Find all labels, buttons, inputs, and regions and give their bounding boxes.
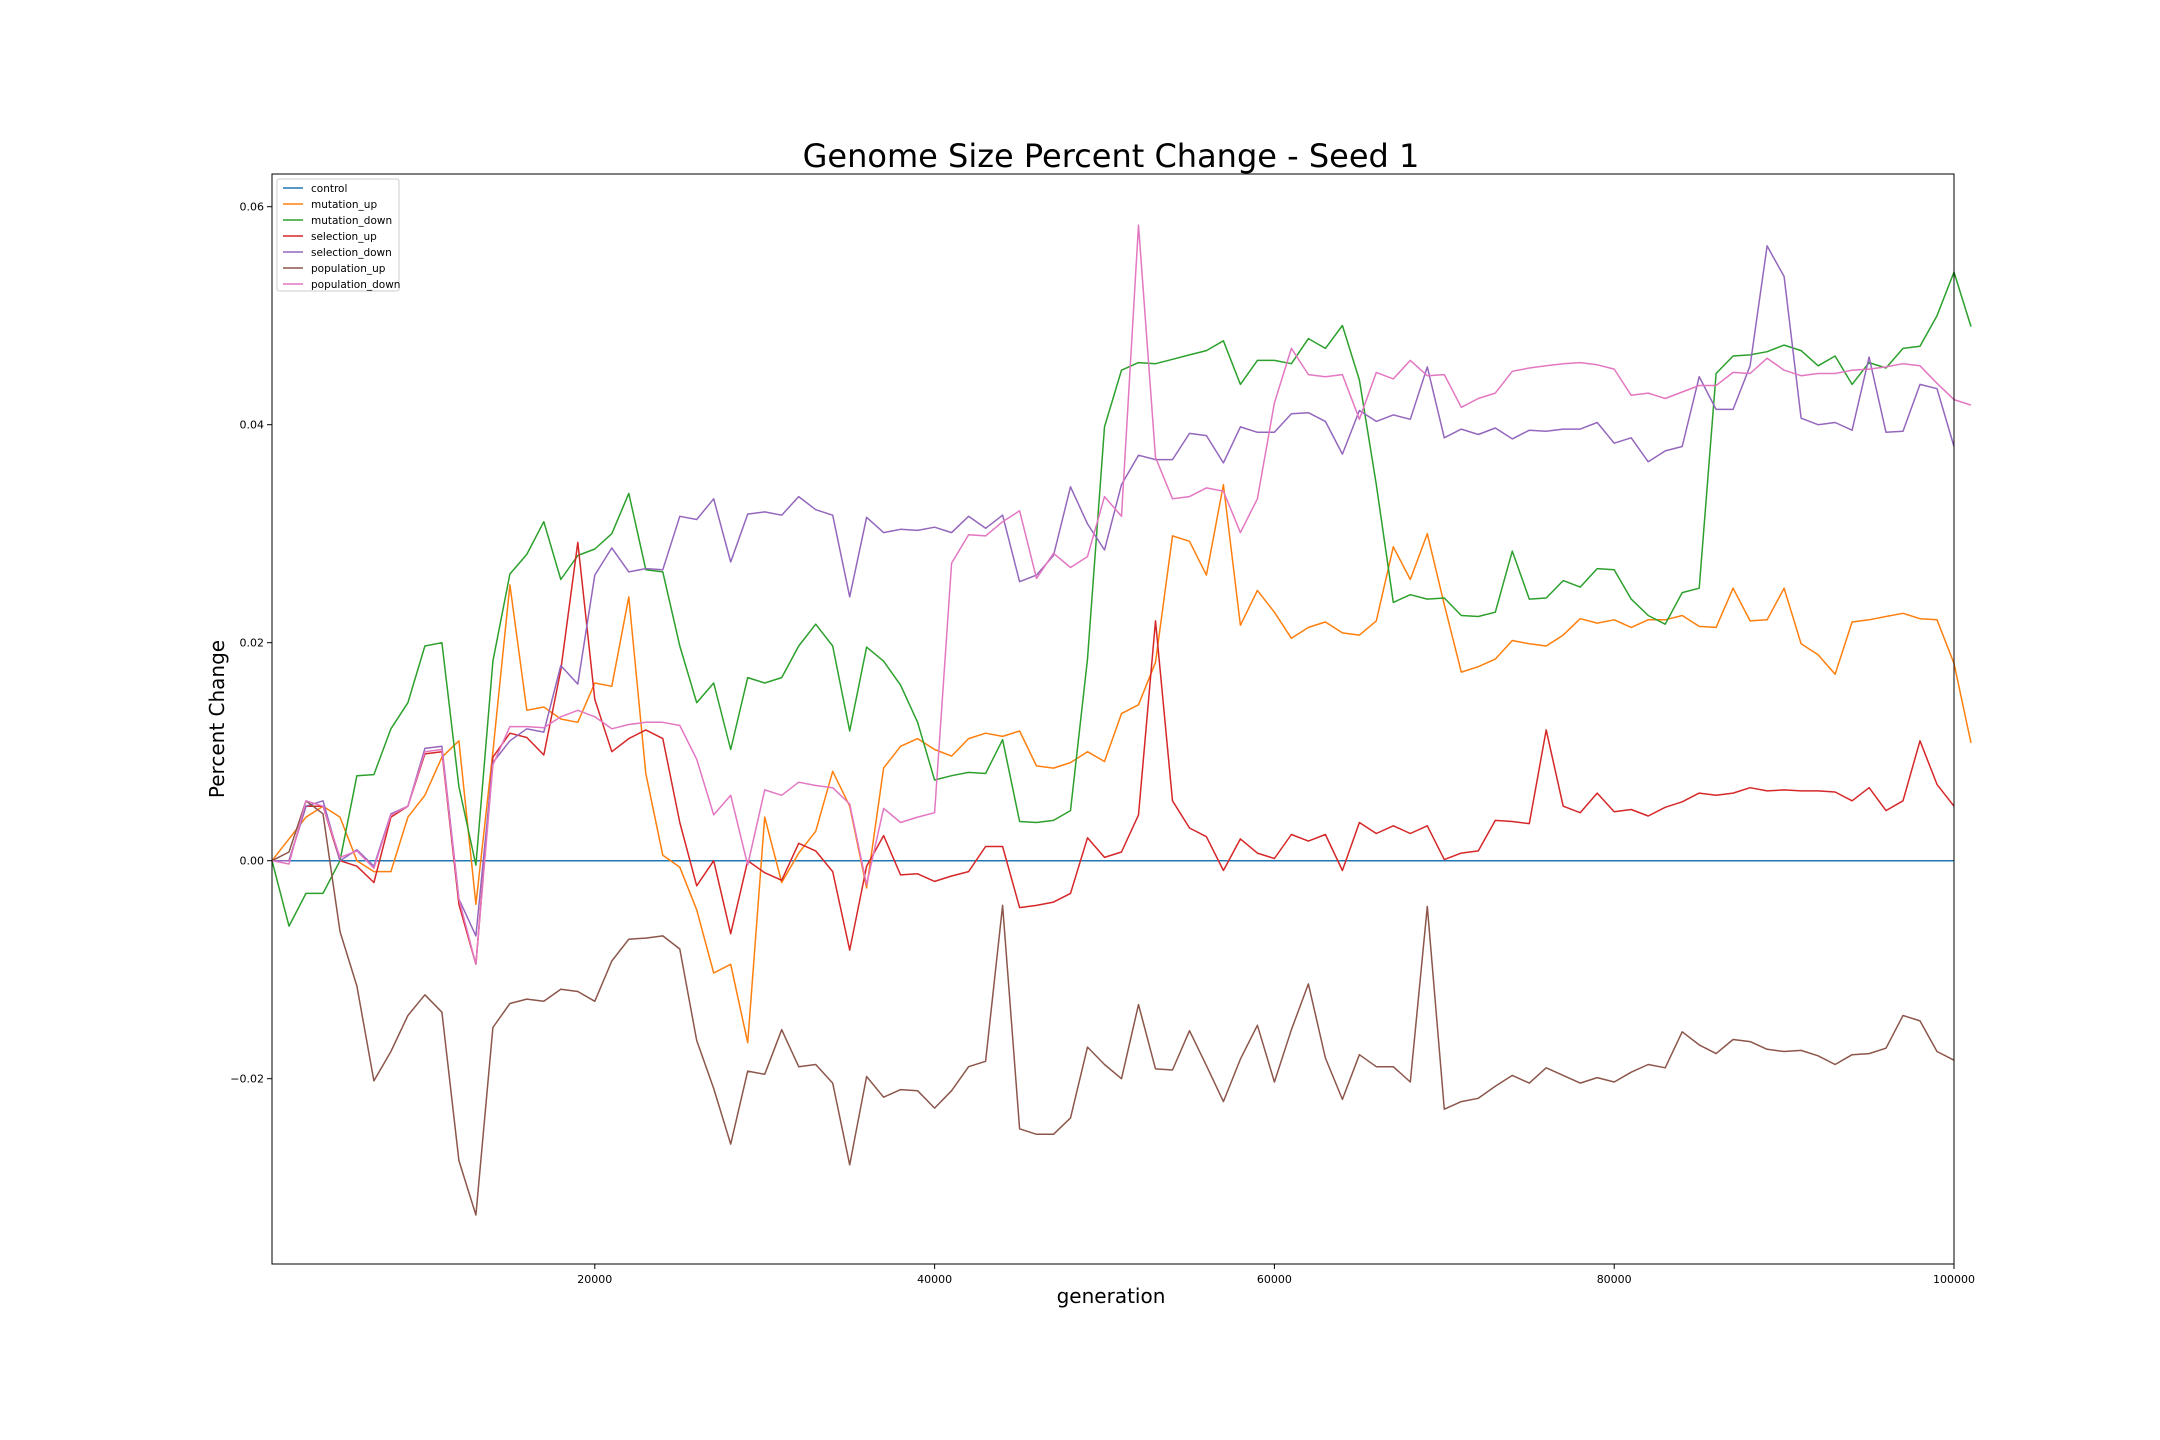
legend-label-control: control — [311, 183, 347, 195]
series-line-mutation-up — [271, 483, 1972, 1044]
series-line-population-up — [271, 800, 1955, 1216]
x-tick-label: 40000 — [917, 1273, 952, 1286]
series-line-selection-up — [272, 541, 1955, 966]
y-tick-label: 0.00 — [240, 855, 265, 868]
series-line-selection-down — [272, 245, 1955, 937]
x-tick-label: 20000 — [577, 1273, 612, 1286]
x-tick-label: 60000 — [1257, 1273, 1292, 1286]
legend-box — [276, 178, 400, 292]
legend: control mutation_up mutation_down selection… — [276, 178, 400, 292]
y-tick-label: 0.02 — [240, 637, 265, 650]
legend-label-population-down: population_down — [311, 279, 400, 291]
x-axis-label: generation — [1057, 1284, 1166, 1308]
series-line-population-down — [271, 224, 1972, 966]
axis-ticks: 20000 40000 60000 80000 100000 −0.02 0.00 0.02 0… — [230, 201, 1975, 1286]
y-tick-label: 0.06 — [240, 201, 265, 214]
legend-label-mutation-down: mutation_down — [311, 215, 392, 227]
chart-title: Genome Size Percent Change - Seed 1 — [803, 137, 1420, 175]
legend-label-selection-down: selection_down — [311, 247, 392, 259]
y-tick-label: 0.04 — [240, 419, 265, 432]
x-tick-label: 100000 — [1933, 1273, 1975, 1286]
y-axis-label: Percent Change — [205, 640, 229, 798]
series-lines — [271, 224, 1972, 1216]
legend-label-population-up: population_up — [311, 263, 386, 275]
legend-label-mutation-up: mutation_up — [311, 199, 377, 211]
plot-area-frame — [271, 173, 1955, 1265]
y-tick-label: −0.02 — [230, 1073, 264, 1086]
x-tick-label: 80000 — [1597, 1273, 1632, 1286]
series-line-mutation-down — [271, 271, 1972, 927]
legend-label-selection-up: selection_up — [311, 231, 377, 243]
